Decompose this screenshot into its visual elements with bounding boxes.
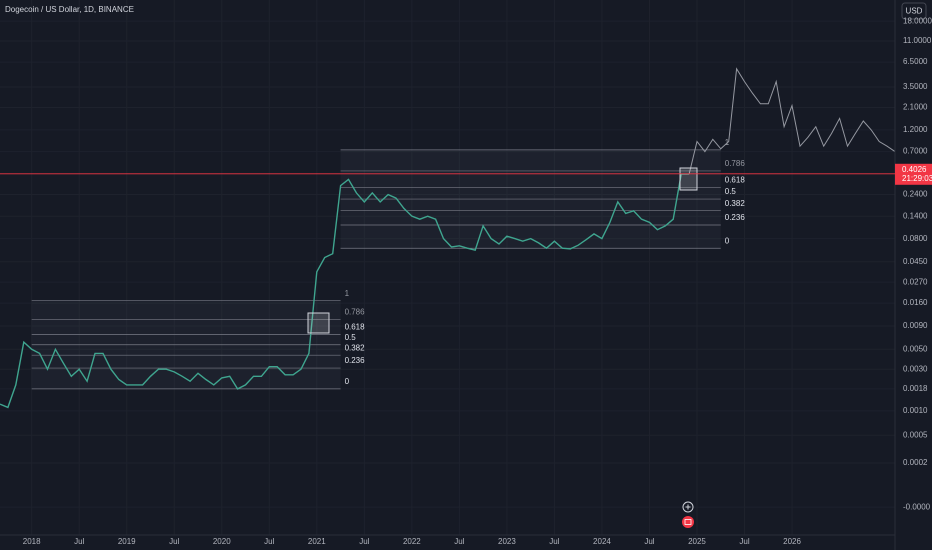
- currency-button[interactable]: [901, 2, 927, 20]
- fib-label: 1: [345, 289, 350, 298]
- price-line: [0, 173, 690, 409]
- event-icon[interactable]: [682, 516, 694, 528]
- y-tick-label: 11.0000: [903, 36, 932, 45]
- fib-label: 0.786: [725, 159, 746, 168]
- grid: [0, 0, 895, 535]
- current-price-label: 0.4026: [902, 165, 927, 174]
- x-tick-label: Jul: [454, 537, 464, 546]
- x-tick-label: 2024: [593, 537, 611, 546]
- fib-label: 0.236: [725, 213, 746, 222]
- y-tick-label: 18.0000: [903, 16, 932, 25]
- x-tick-label: 2018: [23, 537, 41, 546]
- add-button[interactable]: [682, 501, 694, 513]
- y-tick-label: -0.0000: [903, 502, 931, 511]
- highlight-box: [679, 167, 698, 191]
- fib-label: 0.5: [725, 187, 737, 196]
- x-tick-label: 2019: [118, 537, 136, 546]
- y-tick-label: 0.0050: [903, 344, 928, 353]
- y-tick-label: 0.2400: [903, 190, 928, 199]
- x-tick-label: Jul: [739, 537, 749, 546]
- x-tick-label: Jul: [644, 537, 654, 546]
- fib-label: 0.382: [345, 343, 366, 352]
- y-tick-label: 0.0002: [903, 458, 928, 467]
- fib-label: 0.236: [345, 356, 366, 365]
- x-tick-label: 2021: [308, 537, 326, 546]
- y-tick-label: 0.0005: [903, 430, 928, 439]
- y-tick-label: 0.0270: [903, 277, 928, 286]
- fib-label: 0.618: [345, 322, 366, 331]
- y-tick-label: 0.7000: [903, 147, 928, 156]
- y-tick-label: 0.0800: [903, 234, 928, 243]
- x-tick-label: Jul: [74, 537, 84, 546]
- fib-label: 0: [725, 236, 730, 245]
- y-tick-label: 6.5000: [903, 57, 928, 66]
- currency-label[interactable]: USD: [906, 7, 923, 16]
- y-tick-label: 0.0090: [903, 321, 928, 330]
- x-tick-label: Jul: [264, 537, 274, 546]
- y-tick-label: 0.0010: [903, 406, 928, 415]
- plot: 10.7860.6180.50.3820.236010.7860.6180.50…: [0, 67, 896, 409]
- x-tick-label: 2020: [213, 537, 231, 546]
- y-tick-label: 3.5000: [903, 82, 928, 91]
- calendar-glyph: [684, 519, 692, 525]
- x-tick-label: Jul: [169, 537, 179, 546]
- x-tick-label: Jul: [549, 537, 559, 546]
- y-tick-label: 0.0018: [903, 384, 928, 393]
- chart-title: Dogecoin / US Dollar, 1D, BINANCE: [5, 5, 134, 14]
- y-tick-label: 2.1000: [903, 103, 928, 112]
- highlight-box: [307, 312, 330, 334]
- x-tick-label: 2026: [783, 537, 801, 546]
- y-tick-label: 0.1400: [903, 211, 928, 220]
- add-icon[interactable]: [685, 504, 691, 510]
- countdown-label: 21:29:03: [902, 174, 932, 183]
- fib-label: 0.5: [345, 333, 357, 342]
- y-tick-label: 0.0160: [903, 298, 928, 307]
- y-tick-label: 0.0450: [903, 257, 928, 266]
- fib-label: 0: [345, 377, 350, 386]
- x-tick-label: 2023: [498, 537, 516, 546]
- fib-label: 0.618: [725, 176, 746, 185]
- price-line: [688, 67, 896, 175]
- fib-label: 0.786: [345, 308, 366, 317]
- fib-label: 0.382: [725, 199, 746, 208]
- x-tick-label: Jul: [359, 537, 369, 546]
- y-tick-label: 0.0030: [903, 364, 928, 373]
- y-tick-label: 1.2000: [903, 125, 928, 134]
- current-price-badge: [895, 163, 932, 185]
- x-tick-label: 2022: [403, 537, 421, 546]
- x-tick-label: 2025: [688, 537, 706, 546]
